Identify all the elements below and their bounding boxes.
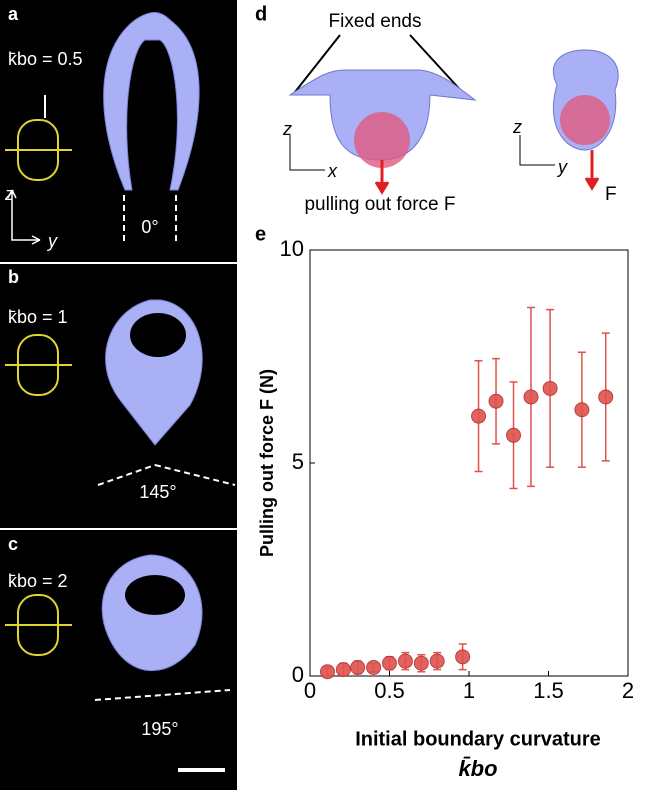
point <box>382 655 397 671</box>
angle-label: 195° <box>141 719 178 739</box>
point <box>471 408 487 424</box>
kbo-label: k̄bo = 1 <box>8 307 68 327</box>
fixed-ends: Fixed ends <box>329 11 422 32</box>
panel-letter: d <box>255 3 267 25</box>
x-tick-label: 1.5 <box>533 678 564 703</box>
panel-letter: a <box>8 4 19 24</box>
panel-letter: c <box>8 534 18 554</box>
kbo-label: k̄bo = 2 <box>8 571 68 591</box>
angle-lines <box>94 195 236 701</box>
point <box>488 393 504 409</box>
axes-icon <box>289 135 555 171</box>
point <box>542 380 558 396</box>
axis-z: z <box>4 184 14 204</box>
x-axis-label: Initial boundary curvature <box>355 728 601 750</box>
y-axis-label: Pulling out force F (N) <box>257 369 277 557</box>
point <box>506 427 522 443</box>
ball <box>560 95 610 145</box>
y-tick-label: 0 <box>292 662 304 687</box>
axis-x: x <box>327 161 338 181</box>
axis-z: z <box>282 119 292 139</box>
force-arrows <box>374 150 600 195</box>
axis-y: y <box>556 157 568 177</box>
force-label: pulling out force F <box>304 194 455 215</box>
arrows <box>294 34 466 96</box>
point <box>598 389 614 405</box>
plot-frame <box>309 249 629 677</box>
x-tick-label: 2 <box>622 678 634 703</box>
angle-label: 145° <box>139 482 176 502</box>
point <box>413 655 429 671</box>
force-F: F <box>605 184 617 205</box>
axis-y: y <box>46 231 58 251</box>
panel-letter: b <box>8 267 19 287</box>
axes-icon <box>7 189 41 245</box>
x-axis-label: k̄bo <box>458 756 497 781</box>
point <box>429 653 445 669</box>
x-tick-label: 1 <box>463 678 475 703</box>
icons <box>5 119 72 656</box>
y-tick-label: 5 <box>292 449 304 474</box>
x-tick-label: 0 <box>304 678 316 703</box>
x-tick-label: 0.5 <box>374 678 405 703</box>
point <box>397 653 413 669</box>
ball <box>354 112 410 168</box>
point <box>366 659 382 675</box>
point <box>523 389 539 405</box>
kbo-label: k̄bo = 0.5 <box>8 49 83 69</box>
point <box>335 662 351 678</box>
axis-z: z <box>512 117 522 137</box>
point <box>350 659 366 675</box>
point <box>455 649 471 665</box>
angle-label: 0° <box>141 217 158 237</box>
point <box>319 664 335 680</box>
y-tick-label: 10 <box>280 236 304 261</box>
panel-letter: e <box>255 223 266 245</box>
point <box>574 402 590 418</box>
